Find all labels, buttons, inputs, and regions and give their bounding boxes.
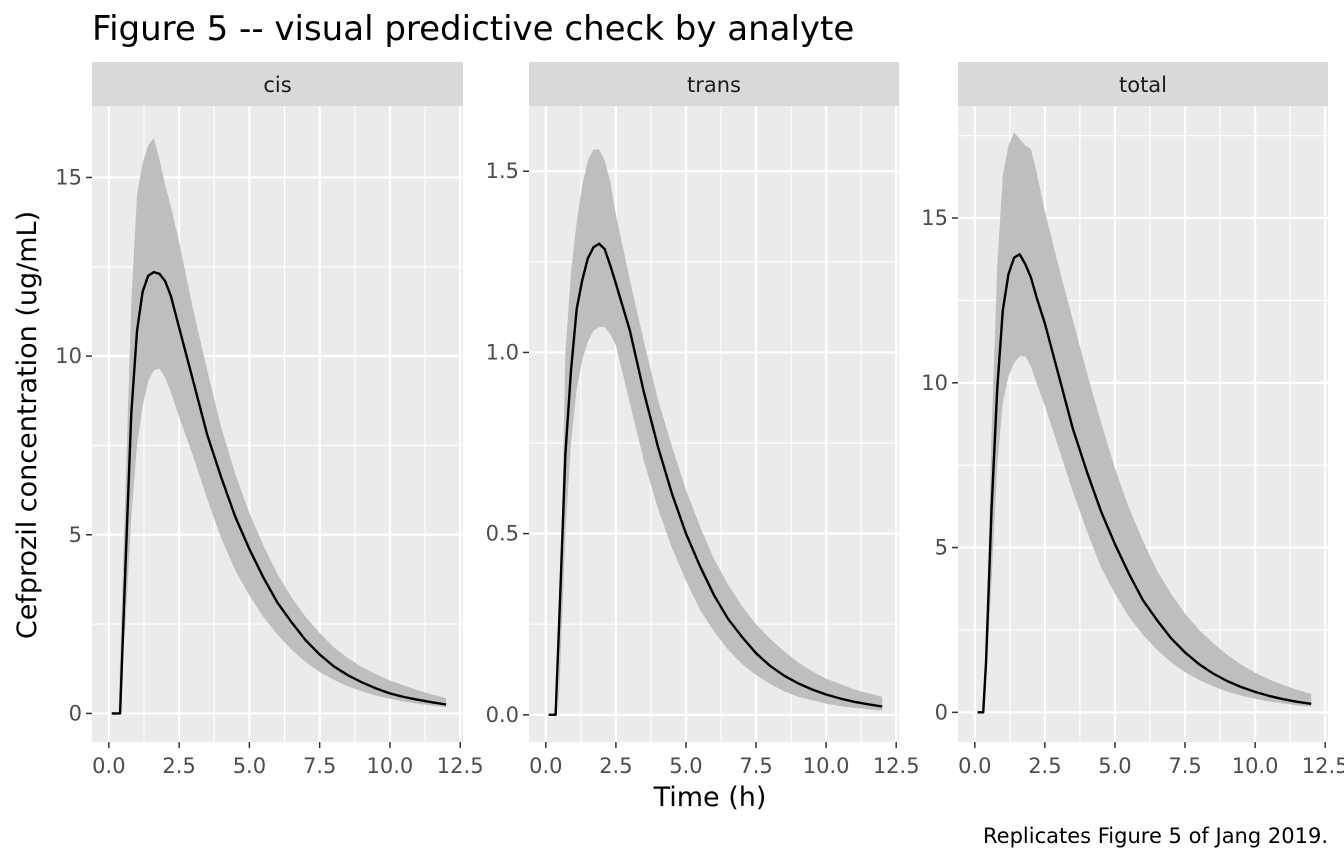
y-tick-label: 5 (935, 536, 948, 560)
y-tick-label: 0.0 (486, 703, 519, 727)
y-tick-label: 15 (921, 206, 948, 230)
y-tick-label: 10 (55, 344, 82, 368)
x-tick-label: 12.5 (1302, 754, 1344, 778)
x-tick-label: 12.5 (873, 754, 920, 778)
facet-strip-label: cis (263, 73, 291, 97)
y-tick-label: 1.5 (486, 159, 519, 183)
x-tick-label: 2.5 (599, 754, 632, 778)
y-tick-label: 0.5 (486, 522, 519, 546)
x-tick-label: 0.0 (529, 754, 562, 778)
x-tick-label: 0.0 (92, 754, 125, 778)
median-line (548, 242, 883, 716)
y-tick-label: 10 (921, 371, 948, 395)
facet-strip-label: trans (687, 73, 741, 97)
x-tick-label: 10.0 (1232, 754, 1279, 778)
x-tick-label: 5.0 (233, 754, 266, 778)
x-tick-label: 5.0 (1098, 754, 1131, 778)
y-tick-label: 1.0 (486, 340, 519, 364)
x-tick-label: 12.5 (437, 754, 484, 778)
x-tick-label: 7.5 (739, 754, 772, 778)
median-line (977, 253, 1312, 714)
chart-title: Figure 5 -- visual predictive check by a… (92, 9, 854, 49)
facet-panel-total: total 0 5 10 15 0.0 2.5 5.0 7.5 10.0 12.5 (921, 62, 1344, 778)
facet-strip-label: total (1119, 73, 1167, 97)
prediction-band (118, 138, 447, 714)
x-tick-label: 10.0 (803, 754, 850, 778)
facet-panel-trans: trans 0.0 0.5 1.0 1.5 0.0 2.5 5.0 7.5 10.0 12.5 (486, 62, 920, 778)
y-tick-label: 15 (55, 165, 82, 189)
x-tick-label: 0.0 (958, 754, 991, 778)
x-tick-label: 7.5 (1168, 754, 1201, 778)
facet-strip (958, 62, 1328, 106)
median-line (111, 270, 447, 715)
facet-strip (92, 62, 463, 106)
prediction-band (984, 132, 1312, 713)
facet-panel-cis: cis 0 5 10 15 0.0 2.5 5.0 7.5 10.0 12.5 (55, 62, 484, 778)
x-tick-label: 2.5 (162, 754, 195, 778)
x-axis-title: Time (h) (653, 782, 767, 813)
facet-panels: cis 0 5 10 15 0.0 2.5 5.0 7.5 10.0 12.5 trans 0.0 0.5… (55, 62, 1344, 778)
x-tick-label: 2.5 (1028, 754, 1061, 778)
facet-strip (529, 62, 899, 106)
y-tick-label: 0 (69, 701, 82, 725)
x-tick-label: 7.5 (303, 754, 336, 778)
x-tick-label: 5.0 (669, 754, 702, 778)
y-axis-title: Cefprozil concentration (ug/mL) (12, 211, 43, 639)
y-tick-label: 5 (69, 523, 82, 547)
x-tick-label: 10.0 (367, 754, 414, 778)
y-tick-label: 0 (935, 700, 948, 724)
prediction-band (558, 149, 883, 715)
chart-caption: Replicates Figure 5 of Jang 2019. (983, 824, 1328, 848)
